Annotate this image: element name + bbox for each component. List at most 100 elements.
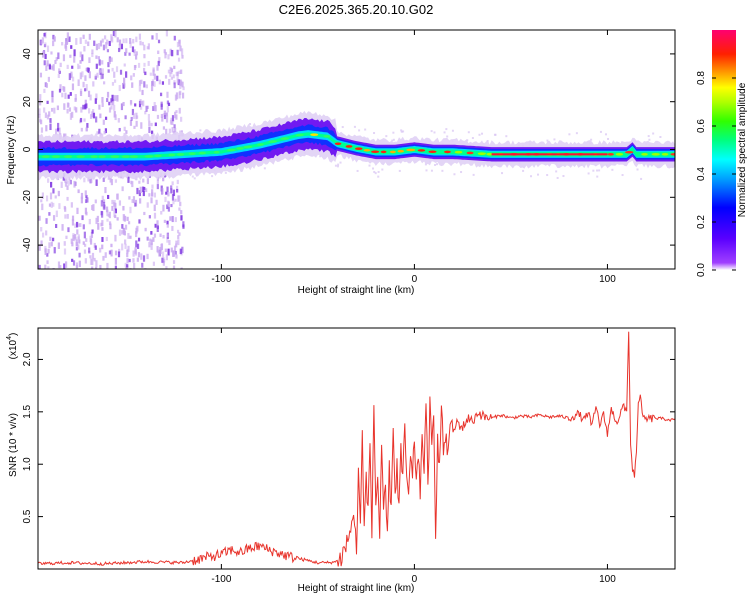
noise-cell — [111, 82, 115, 86]
noise-cell — [75, 247, 79, 251]
noise-cell — [54, 128, 58, 135]
noise-cell — [176, 77, 179, 84]
ridge-peak-blob — [295, 133, 304, 137]
noise-cell — [648, 138, 651, 141]
noise-cell — [95, 217, 98, 225]
noise-cell — [176, 229, 180, 234]
noise-cell — [106, 91, 110, 98]
noise-cell — [169, 216, 172, 221]
noise-cell — [161, 251, 165, 258]
noise-cell — [160, 113, 164, 119]
noise-cell — [67, 102, 70, 107]
noise-cell — [138, 33, 142, 40]
noise-cell — [114, 250, 118, 256]
noise-cell — [78, 223, 81, 227]
noise-cell — [169, 119, 173, 125]
noise-cell — [73, 56, 76, 63]
noise-cell — [140, 122, 143, 129]
noise-cell — [138, 180, 141, 184]
noise-cell — [115, 66, 119, 73]
noise-cell — [102, 255, 105, 261]
noise-cell — [178, 107, 181, 114]
noise-cell — [568, 133, 571, 136]
noise-cell — [172, 250, 176, 257]
noise-cell — [135, 240, 138, 248]
noise-cell — [446, 135, 449, 138]
noise-cell — [101, 60, 104, 65]
noise-cell — [95, 43, 99, 51]
noise-cell — [103, 35, 107, 40]
noise-cell — [144, 71, 147, 76]
noise-cell — [71, 83, 75, 91]
ridge-peak-blob — [168, 153, 176, 157]
noise-cell — [164, 248, 167, 253]
noise-cell — [110, 98, 113, 103]
noise-cell — [79, 88, 83, 94]
noise-cell — [50, 201, 53, 208]
noise-cell — [556, 176, 559, 179]
noise-cell — [100, 72, 103, 80]
noise-cell — [65, 178, 68, 184]
noise-cell — [176, 188, 179, 193]
noise-cell — [83, 105, 87, 109]
ridge-peak-blob — [110, 155, 120, 158]
y-tick-label: 2.0 — [22, 352, 33, 366]
noise-cell — [61, 42, 64, 46]
noise-cell — [54, 60, 57, 65]
noise-cell — [49, 123, 52, 131]
noise-cell — [107, 173, 110, 180]
ridge-peak-blob — [486, 152, 494, 156]
noise-cell — [562, 175, 565, 178]
x-tick-label: 100 — [599, 274, 616, 285]
noise-cell — [63, 248, 67, 255]
noise-cell — [157, 50, 160, 55]
ridge-peak-blob — [310, 133, 319, 137]
noise-cell — [57, 52, 60, 60]
noise-cell — [80, 127, 83, 132]
noise-cell — [118, 39, 122, 46]
noise-cell — [159, 249, 162, 255]
noise-cell — [146, 105, 150, 110]
noise-cell — [140, 106, 143, 110]
noise-cell — [131, 46, 135, 53]
noise-cell — [199, 129, 202, 132]
noise-cell — [160, 103, 163, 110]
noise-cell — [76, 207, 79, 215]
noise-cell — [119, 69, 123, 75]
noise-cell — [636, 168, 639, 171]
noise-cell — [162, 177, 165, 182]
noise-cell — [135, 231, 138, 238]
noise-cell — [505, 135, 508, 138]
noise-cell — [143, 81, 146, 88]
noise-cell — [105, 236, 108, 242]
noise-cell — [106, 49, 110, 53]
noise-cell — [55, 223, 58, 228]
noise-cell — [108, 250, 112, 255]
ridge-peak-blob — [454, 150, 463, 154]
y-tick-label: -20 — [22, 190, 33, 205]
noise-cell — [151, 35, 154, 40]
noise-cell — [136, 243, 140, 249]
colorbar-gradient — [712, 30, 736, 270]
noise-cell — [77, 63, 80, 70]
noise-cell — [166, 105, 169, 113]
noise-cell — [167, 191, 170, 197]
noise-cell — [58, 88, 62, 93]
noise-cell — [139, 40, 142, 46]
snr-series-line — [38, 331, 675, 567]
noise-cell — [82, 104, 85, 110]
noise-cell — [176, 41, 180, 48]
noise-cell — [63, 103, 66, 110]
noise-cell — [118, 200, 122, 206]
noise-cell — [80, 196, 83, 204]
noise-cell — [122, 38, 125, 44]
noise-cell — [136, 187, 139, 195]
noise-cell — [72, 234, 75, 242]
noise-cell — [104, 252, 107, 258]
noise-cell — [52, 64, 55, 71]
noise-cell — [152, 69, 155, 76]
noise-cell — [170, 247, 173, 253]
noise-cell — [121, 224, 124, 229]
noise-cell — [85, 84, 88, 91]
noise-cell — [71, 111, 74, 118]
